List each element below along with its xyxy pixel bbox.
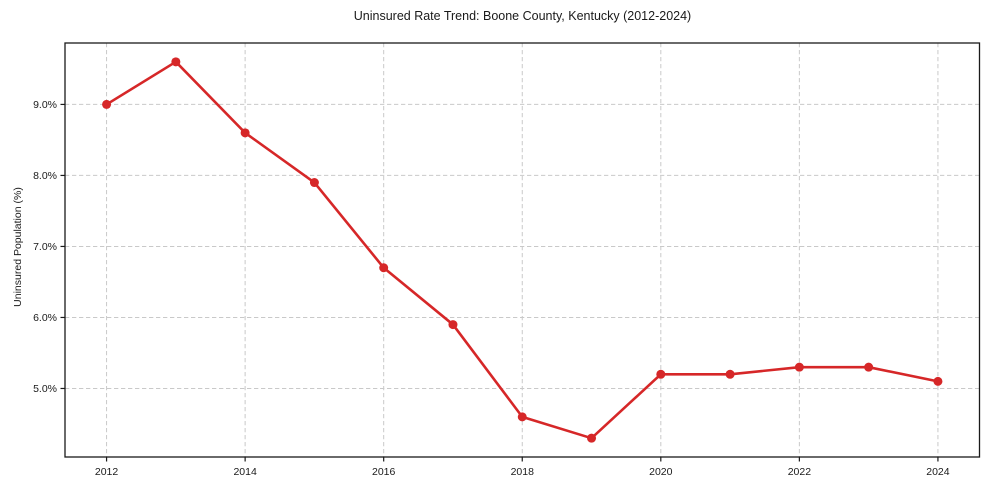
y-tick-label: 8.0%: [33, 170, 57, 182]
y-tick-label: 9.0%: [33, 99, 57, 111]
data-point: [379, 263, 389, 273]
x-tick-label: 2022: [788, 466, 812, 478]
data-point: [794, 362, 804, 372]
y-tick-label: 6.0%: [33, 312, 57, 324]
x-tick-label: 2018: [511, 466, 535, 478]
x-tick-label: 2020: [649, 466, 673, 478]
data-point: [517, 412, 527, 422]
data-point: [656, 369, 666, 379]
x-tick-label: 2024: [926, 466, 950, 478]
plot-border: [64, 42, 981, 458]
x-tick-label: 2014: [233, 466, 257, 478]
data-point: [933, 376, 943, 386]
data-point: [171, 57, 181, 67]
data-point: [864, 362, 874, 372]
y-tick-label: 7.0%: [33, 241, 57, 253]
data-point: [725, 369, 735, 379]
x-tick-label: 2012: [95, 466, 119, 478]
data-point: [309, 178, 319, 188]
x-tick-label: 2016: [372, 466, 396, 478]
data-point: [102, 99, 112, 109]
data-point: [240, 128, 250, 138]
chart-title: Uninsured Rate Trend: Boone County, Kent…: [353, 9, 692, 23]
y-tick-label: 5.0%: [33, 383, 57, 395]
data-point: [448, 320, 458, 330]
data-point: [587, 433, 597, 443]
